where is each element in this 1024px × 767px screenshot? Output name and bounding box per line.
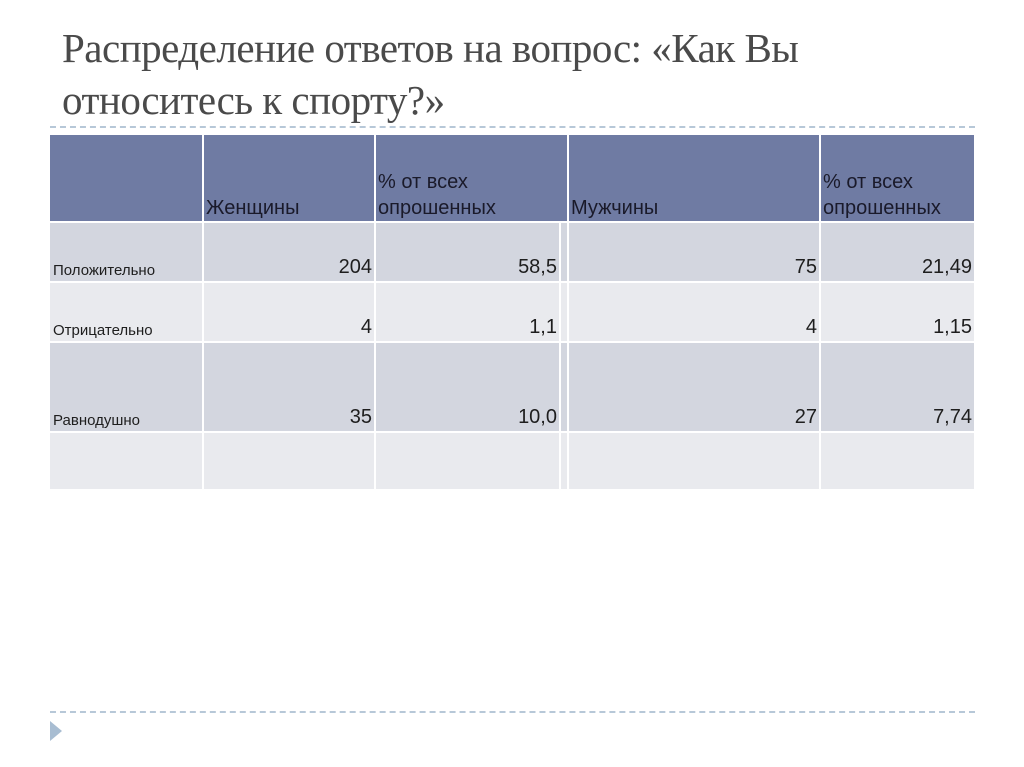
- top-divider: [50, 126, 975, 128]
- row-label: Положительно: [50, 223, 204, 283]
- women-percent: 10,0: [376, 343, 561, 433]
- table-row: [50, 433, 974, 491]
- men-count: 27: [569, 343, 821, 433]
- women-count: 4: [204, 283, 376, 343]
- header-cell-empty: [50, 135, 204, 223]
- triangle-right-icon: [50, 721, 62, 741]
- gap-cell: [561, 223, 569, 283]
- header-cell-women-pct: % от всех опрошенных: [376, 135, 569, 223]
- gap-cell: [561, 343, 569, 433]
- table-row: Положительно 204 58,5 75 21,49: [50, 223, 974, 283]
- header-cell-women: Женщины: [204, 135, 376, 223]
- women-percent: 1,1: [376, 283, 561, 343]
- women-percent: 58,5: [376, 223, 561, 283]
- women-count: 35: [204, 343, 376, 433]
- table-header-row: Женщины % от всех опрошенных Мужчины % о…: [50, 135, 974, 223]
- gap-cell: [561, 283, 569, 343]
- men-percent: 1,15: [821, 283, 974, 343]
- women-count: 204: [204, 223, 376, 283]
- men-percent: 21,49: [821, 223, 974, 283]
- gap-cell: [561, 433, 569, 491]
- bottom-divider: [50, 711, 975, 713]
- women-count: [204, 433, 376, 491]
- table-row: Равнодушно 35 10,0 27 7,74: [50, 343, 974, 433]
- men-count: 75: [569, 223, 821, 283]
- survey-table: Женщины % от всех опрошенных Мужчины % о…: [50, 135, 974, 491]
- men-percent: 7,74: [821, 343, 974, 433]
- slide-title: Распределение ответов на вопрос: «Как Вы…: [62, 25, 799, 123]
- men-count: 4: [569, 283, 821, 343]
- women-percent: [376, 433, 561, 491]
- header-cell-men-pct: % от всех опрошенных: [821, 135, 974, 223]
- row-label: Отрицательно: [50, 283, 204, 343]
- men-count: [569, 433, 821, 491]
- row-label: Равнодушно: [50, 343, 204, 433]
- men-percent: [821, 433, 974, 491]
- table-row: Отрицательно 4 1,1 4 1,15: [50, 283, 974, 343]
- row-label: [50, 433, 204, 491]
- header-cell-men: Мужчины: [569, 135, 821, 223]
